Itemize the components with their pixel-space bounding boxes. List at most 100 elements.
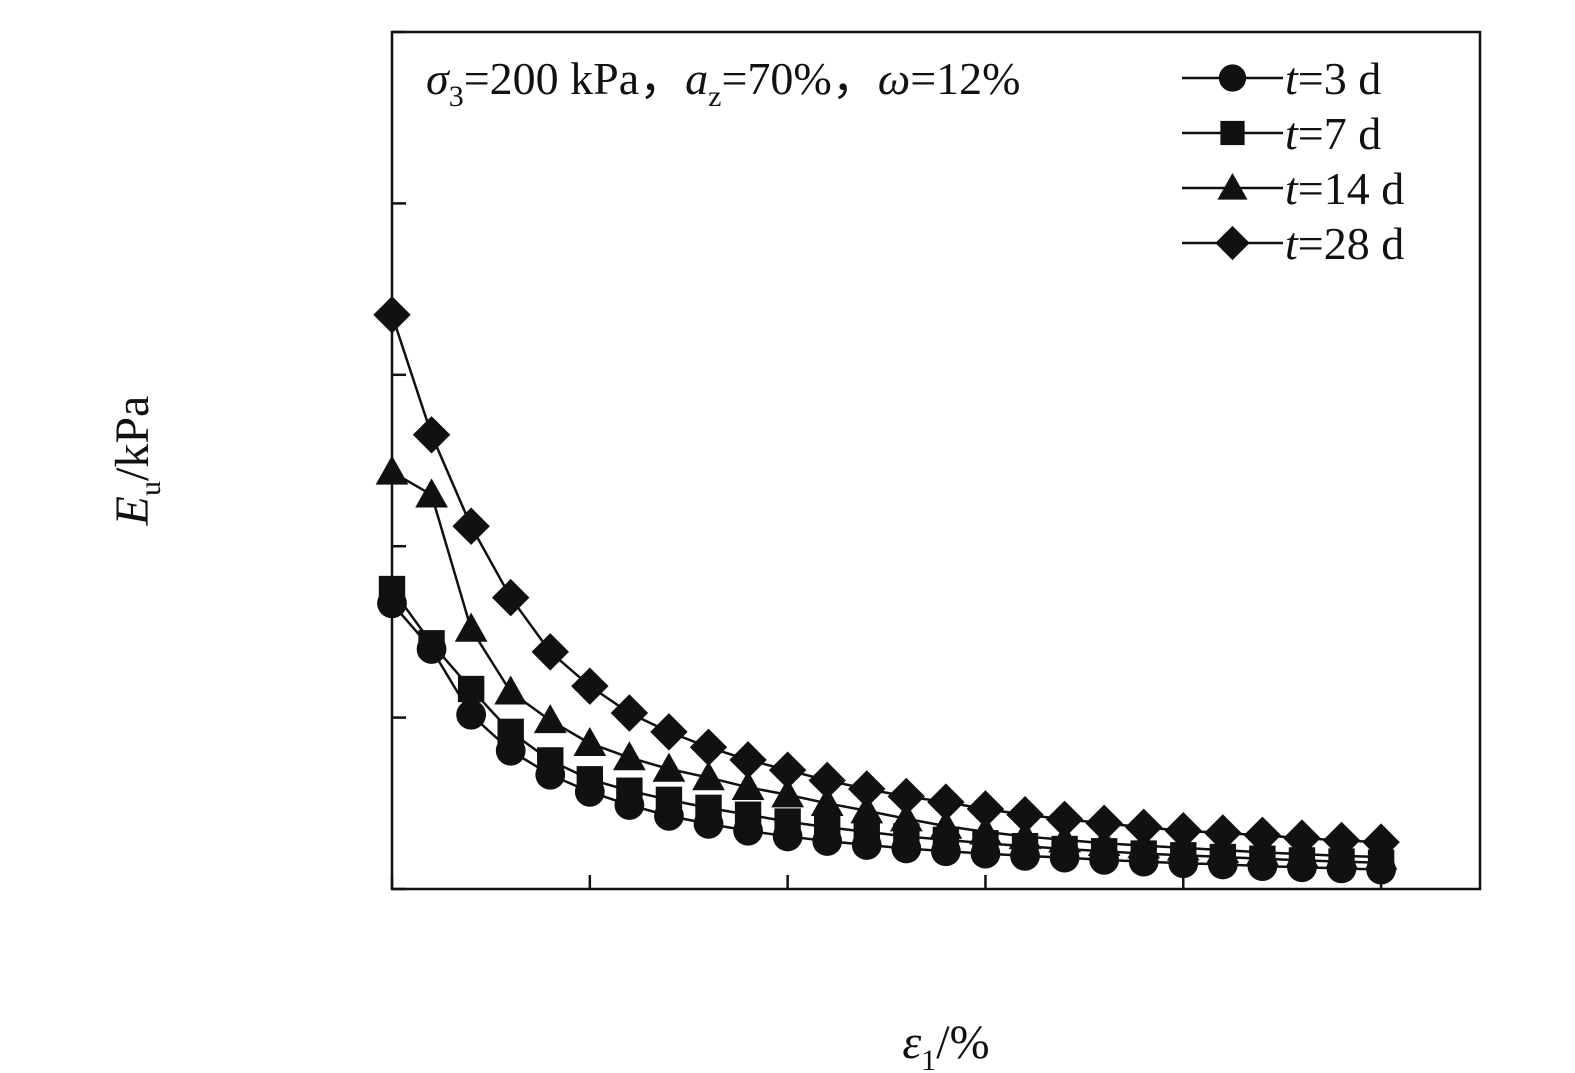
data-point (1006, 796, 1044, 834)
legend-label-run: =14 d (1298, 163, 1404, 214)
data-point (1008, 820, 1042, 850)
data-point (537, 747, 564, 774)
data-point (571, 667, 609, 705)
data-point (734, 801, 762, 828)
axes-layer (390, 30, 1383, 891)
legend-label-run: t (1285, 218, 1299, 269)
x-axis-title-run: ε (902, 1016, 921, 1069)
condition-annotation-run: a (685, 53, 708, 104)
legend-label-run: t (1285, 53, 1299, 104)
legend-item-square: t=7 d (1182, 108, 1381, 159)
data-point (929, 809, 963, 839)
condition-annotation: σ3=200 kPa，az=70%，ω=12% (426, 53, 1020, 113)
data-point (1243, 816, 1282, 855)
data-point (412, 416, 451, 454)
data-point (616, 777, 643, 804)
data-point (814, 814, 841, 841)
x-axis-title: ε1/% (902, 1016, 989, 1073)
condition-annotation-run: σ (426, 53, 451, 104)
data-point (1204, 814, 1242, 852)
data-point (456, 699, 487, 730)
legend-item-diamond: t=28 d (1182, 218, 1404, 269)
data-point (887, 777, 926, 816)
data-point (415, 478, 448, 508)
data-point (655, 786, 683, 814)
legend-marker (1220, 120, 1245, 146)
data-point (1164, 812, 1202, 850)
y-axis-title-run: /kPa (106, 396, 159, 481)
data-point (1045, 800, 1084, 839)
condition-annotation-run: =200 kPa， (464, 53, 685, 104)
data-point (533, 704, 567, 734)
data-point (375, 455, 409, 485)
data-point (850, 794, 884, 824)
data-point (610, 694, 649, 732)
y-axis-title-run: E (106, 496, 159, 526)
series-diamond (373, 296, 1400, 861)
data-point (650, 713, 688, 751)
data-point (1362, 823, 1400, 861)
data-point (1283, 819, 1321, 857)
data-point (418, 630, 445, 657)
legend-label: t=28 d (1285, 218, 1404, 269)
data-point (689, 728, 728, 767)
legend: t=3 dt=7 dt=14 dt=28 d (1182, 53, 1404, 269)
data-point (889, 802, 923, 832)
data-point (731, 770, 765, 800)
series-layer (373, 296, 1400, 885)
condition-annotation-run: z (708, 80, 721, 113)
data-point (692, 761, 725, 791)
data-point (373, 296, 411, 334)
data-point (494, 675, 528, 705)
legend-marker (1215, 225, 1250, 261)
data-point (848, 770, 886, 808)
legend-label-run: =28 d (1298, 218, 1404, 269)
data-point (531, 633, 569, 671)
condition-annotation-run: =12% (910, 53, 1020, 104)
data-point (774, 808, 801, 835)
condition-annotation-run: 3 (449, 80, 464, 113)
legend-marker (1218, 64, 1247, 92)
legend-label: t=3 d (1285, 53, 1381, 104)
data-point (613, 741, 646, 771)
legend-label-run: =3 d (1298, 53, 1381, 104)
text-layer: ε1/% Eu/kPa σ3=200 kPa，az=70%，ω=12% (106, 53, 1020, 1073)
data-point (966, 790, 1005, 828)
data-point (695, 794, 722, 822)
data-point (452, 507, 490, 545)
x-axis-title-run: /% (936, 1016, 989, 1069)
data-point (808, 761, 846, 800)
legend-item-triangle: t=14 d (1182, 163, 1404, 214)
data-point (457, 675, 485, 703)
data-point (378, 575, 406, 603)
data-point (491, 578, 530, 617)
data-point (969, 815, 1002, 845)
data-point (768, 751, 807, 789)
data-point (573, 726, 607, 756)
data-point (927, 783, 965, 821)
legend-label-run: t (1285, 108, 1299, 159)
data-point (454, 612, 488, 642)
legend-label: t=7 d (1285, 108, 1381, 159)
legend-marker (1217, 172, 1248, 200)
legend-item-circle: t=3 d (1182, 53, 1381, 104)
data-point (771, 778, 805, 808)
data-point (1322, 821, 1361, 860)
condition-annotation-run: =70%， (721, 53, 877, 104)
y-axis-title-run: u (134, 481, 167, 496)
data-point (497, 718, 524, 746)
data-point (576, 766, 604, 793)
data-point (1085, 804, 1123, 843)
y-axis-title: Eu/kPa (106, 396, 167, 527)
data-point (652, 752, 686, 782)
legend-label-run: t (1285, 163, 1299, 214)
legend-label-run: =7 d (1298, 108, 1381, 159)
data-point (810, 786, 844, 816)
data-point (729, 741, 767, 779)
legend-label: t=14 d (1285, 163, 1404, 214)
x-axis-title-run: 1 (921, 1044, 936, 1073)
condition-annotation-run: ω (878, 53, 910, 104)
data-point (1124, 808, 1163, 847)
